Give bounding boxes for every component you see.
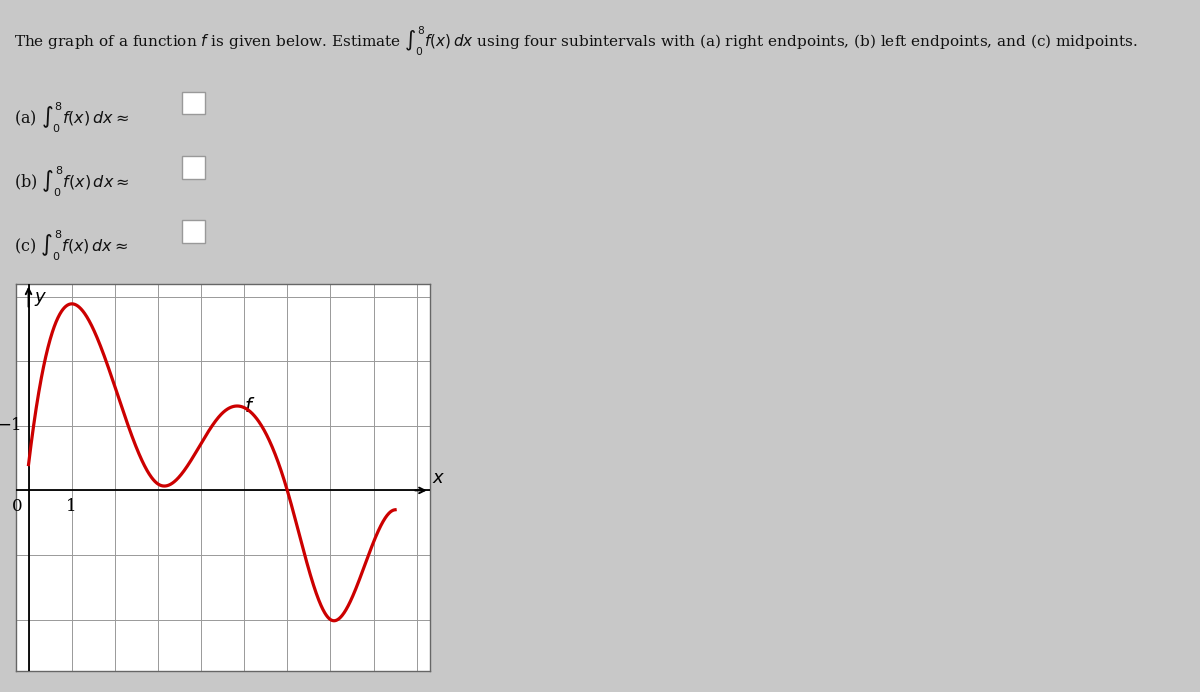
Text: (c) $\int_0^8 f(x)\,dx \approx$: (c) $\int_0^8 f(x)\,dx \approx$ bbox=[14, 228, 128, 263]
Text: The graph of a function $f$ is given below. Estimate $\int_0^8 f(x)\,dx$ using f: The graph of a function $f$ is given bel… bbox=[14, 24, 1138, 57]
Text: (b) $\int_0^8 f(x)\,dx \approx$: (b) $\int_0^8 f(x)\,dx \approx$ bbox=[14, 165, 130, 199]
Text: (a) $\int_0^8 f(x)\,dx \approx$: (a) $\int_0^8 f(x)\,dx \approx$ bbox=[14, 100, 130, 135]
Text: $x$: $x$ bbox=[432, 469, 445, 487]
Text: $f$: $f$ bbox=[244, 397, 256, 416]
Text: $-$1: $-$1 bbox=[0, 417, 20, 435]
Text: 1: 1 bbox=[66, 498, 77, 515]
Text: 0: 0 bbox=[12, 498, 22, 515]
Text: $y$: $y$ bbox=[34, 290, 47, 308]
